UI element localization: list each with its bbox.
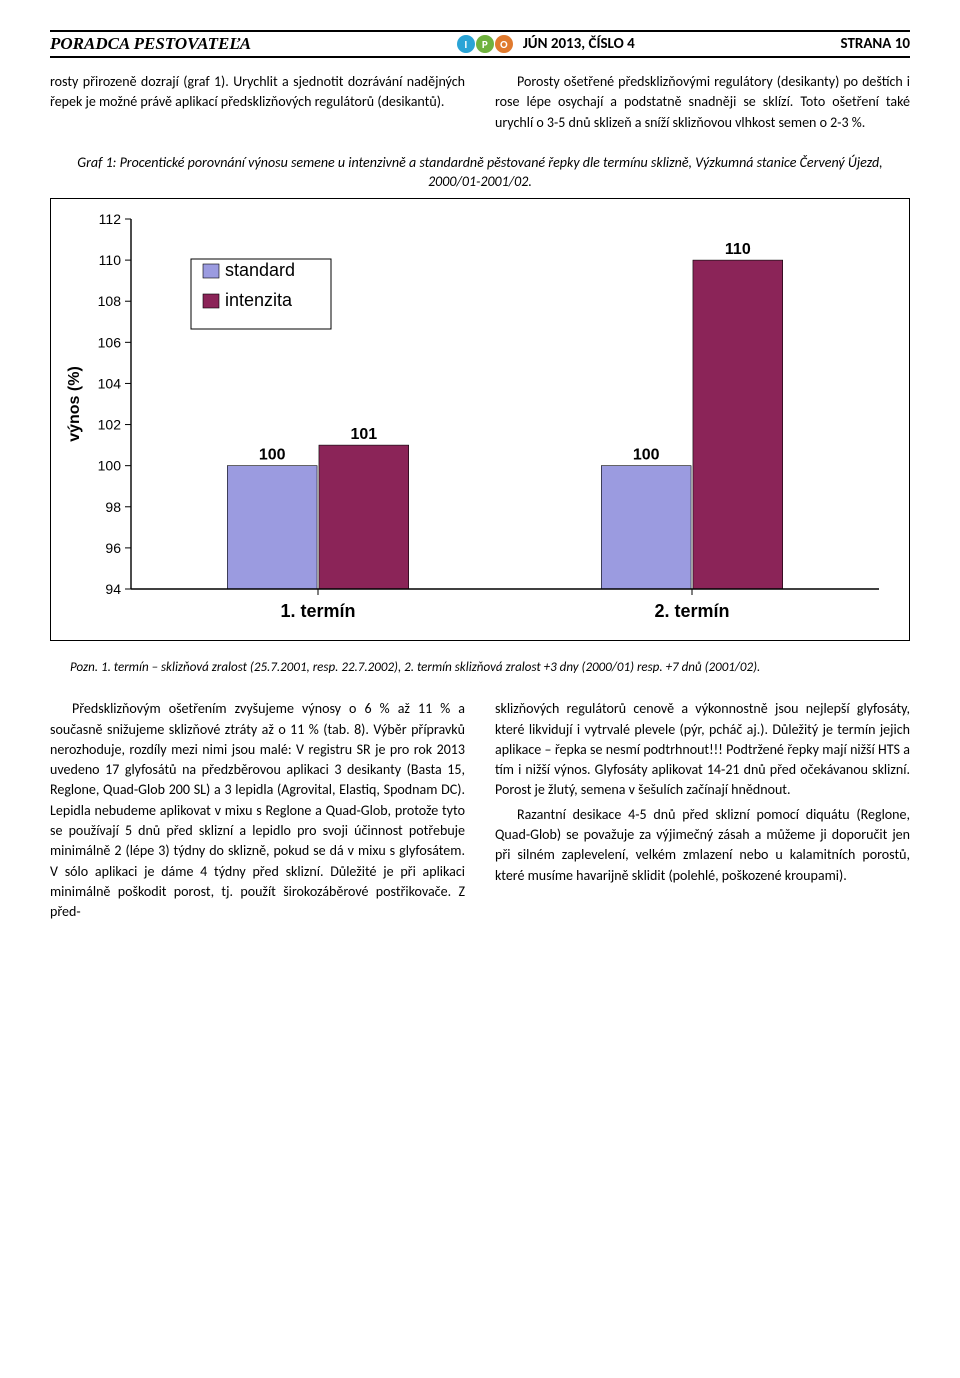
svg-text:98: 98: [105, 499, 121, 515]
top-left-paragraph: rosty přirozeně dozrají (graf 1). Urychl…: [50, 72, 465, 133]
chart-footnote: Pozn. 1. termín – sklizňová zralost (25.…: [50, 659, 910, 677]
svg-text:100: 100: [259, 447, 286, 464]
chart-caption: Graf 1: Procentické porovnání výnosu sem…: [50, 153, 910, 192]
ipo-letter-o: O: [495, 35, 513, 53]
page: PORADCA PESTOVATEĽA I P O JÚN 2013, ČÍSL…: [0, 0, 960, 993]
bottom-right-paragraph-2: Razantní desikace 4-5 dnů před sklizní p…: [495, 805, 910, 886]
svg-text:108: 108: [98, 293, 122, 309]
svg-text:2. termín: 2. termín: [654, 601, 729, 621]
top-right-paragraph: Porosty ošetřené předsklizňovými regulát…: [495, 72, 910, 133]
ipo-badge: I P O: [457, 35, 513, 53]
brand-title: PORADCA PESTOVATEĽA: [50, 34, 251, 54]
bottom-right-column: sklizňových regulátorů cenově a výkonnos…: [495, 699, 910, 922]
svg-text:100: 100: [633, 447, 660, 464]
svg-text:výnos (%): výnos (%): [66, 366, 83, 442]
page-number: STRANA 10: [841, 35, 910, 53]
svg-text:112: 112: [99, 211, 122, 227]
svg-text:106: 106: [98, 334, 122, 350]
svg-text:104: 104: [98, 376, 122, 392]
svg-text:standard: standard: [225, 260, 295, 280]
bottom-right-paragraph-1: sklizňových regulátorů cenově a výkonnos…: [495, 699, 910, 800]
svg-text:110: 110: [725, 241, 751, 258]
svg-text:101: 101: [350, 426, 377, 443]
chart-container: 94 96 98 100 102 104 106 108 110 112 výnos (%) 100 1…: [50, 198, 910, 641]
bar-chart: 94 96 98 100 102 104 106 108 110 112 výnos (%) 100 1…: [61, 209, 899, 629]
svg-text:94: 94: [105, 581, 121, 597]
bottom-left-paragraph: Předsklizňovým ošetřením zvyšujeme výnos…: [50, 699, 465, 922]
svg-text:110: 110: [99, 252, 122, 268]
ipo-letter-i: I: [457, 35, 475, 53]
top-text-block: rosty přirozeně dozrají (graf 1). Urychl…: [50, 72, 910, 133]
svg-text:102: 102: [98, 417, 122, 433]
issue-label: JÚN 2013, ČÍSLO 4: [523, 35, 635, 53]
ipo-letter-p: P: [476, 35, 494, 53]
svg-text:intenzita: intenzita: [225, 290, 293, 310]
bottom-text-block: Předsklizňovým ošetřením zvyšujeme výnos…: [50, 699, 910, 922]
svg-text:1. termín: 1. termín: [280, 601, 355, 621]
svg-text:100: 100: [98, 458, 122, 474]
page-header: PORADCA PESTOVATEĽA I P O JÚN 2013, ČÍSL…: [50, 30, 910, 58]
svg-text:96: 96: [105, 540, 121, 556]
header-middle: I P O JÚN 2013, ČÍSLO 4: [457, 35, 635, 53]
